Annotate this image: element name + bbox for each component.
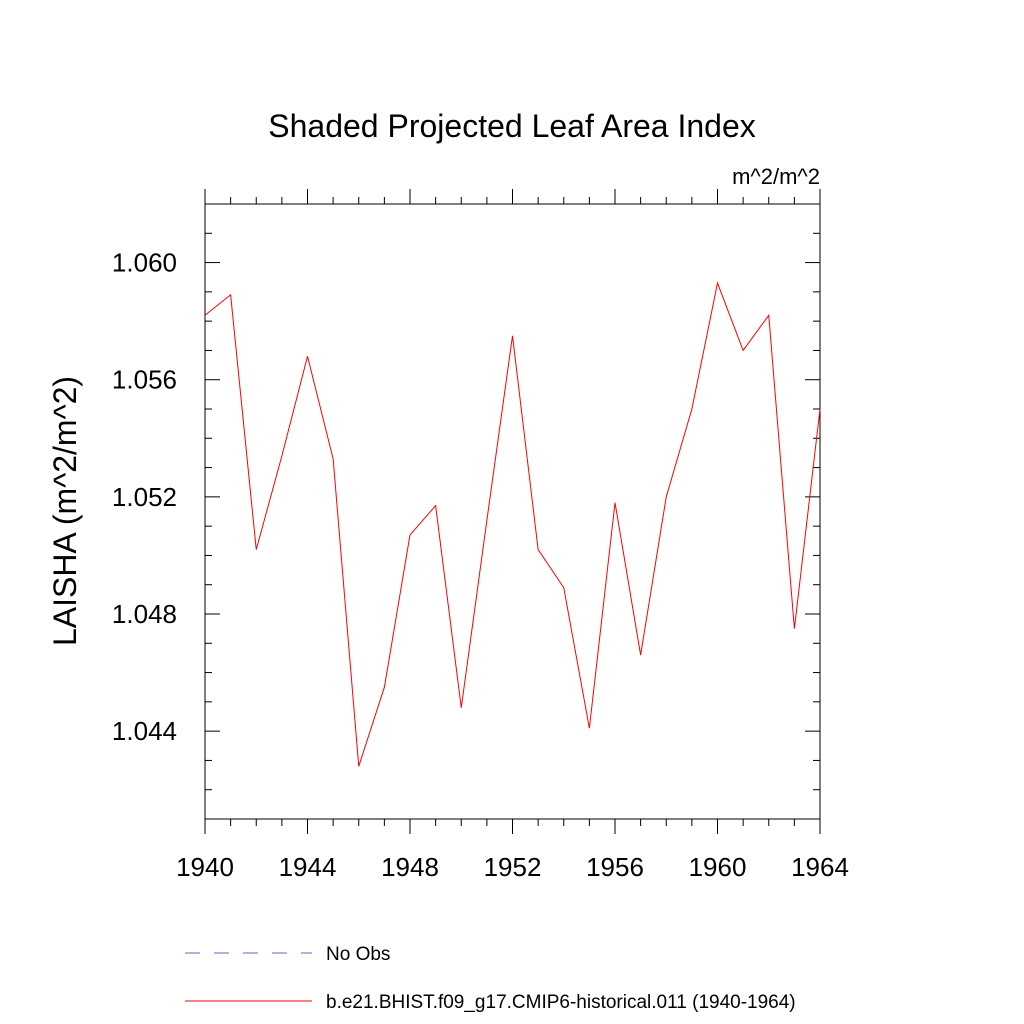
y-tick-label: 1.044 [112, 716, 177, 746]
x-tick-label: 1948 [381, 852, 439, 882]
y-tick-label: 1.060 [112, 248, 177, 278]
legend-label-historical: b.e21.BHIST.f09_g17.CMIP6-historical.011… [326, 992, 796, 1013]
y-tick-label: 1.056 [112, 365, 177, 395]
x-tick-label: 1960 [689, 852, 747, 882]
y-tick-label: 1.048 [112, 599, 177, 629]
x-tick-label: 1956 [586, 852, 644, 882]
x-tick-label: 1940 [176, 852, 234, 882]
series-line-0 [204, 281, 821, 767]
legend: No Obs b.e21.BHIST.f09_g17.CMIP6-histori… [185, 944, 796, 1013]
x-tick-label: 1944 [279, 852, 337, 882]
units-label: m^2/m^2 [732, 164, 820, 189]
legend-label-no-obs: No Obs [326, 944, 390, 965]
x-tick-label: 1964 [791, 852, 849, 882]
series-lines [204, 281, 821, 767]
x-tick-label: 1952 [484, 852, 542, 882]
y-tick-label: 1.052 [112, 482, 177, 512]
y-tick-labels: 1.044 1.048 1.052 1.056 1.060 [112, 248, 177, 747]
axis-ticks [204, 189, 821, 834]
x-tick-labels: 1940 1944 1948 1952 1956 1960 1964 [176, 852, 849, 882]
y-axis-label: LAISHA (m^2/m^2) [47, 376, 83, 646]
chart-title: Shaded Projected Leaf Area Index [268, 108, 755, 144]
plot-frame [204, 203, 821, 820]
